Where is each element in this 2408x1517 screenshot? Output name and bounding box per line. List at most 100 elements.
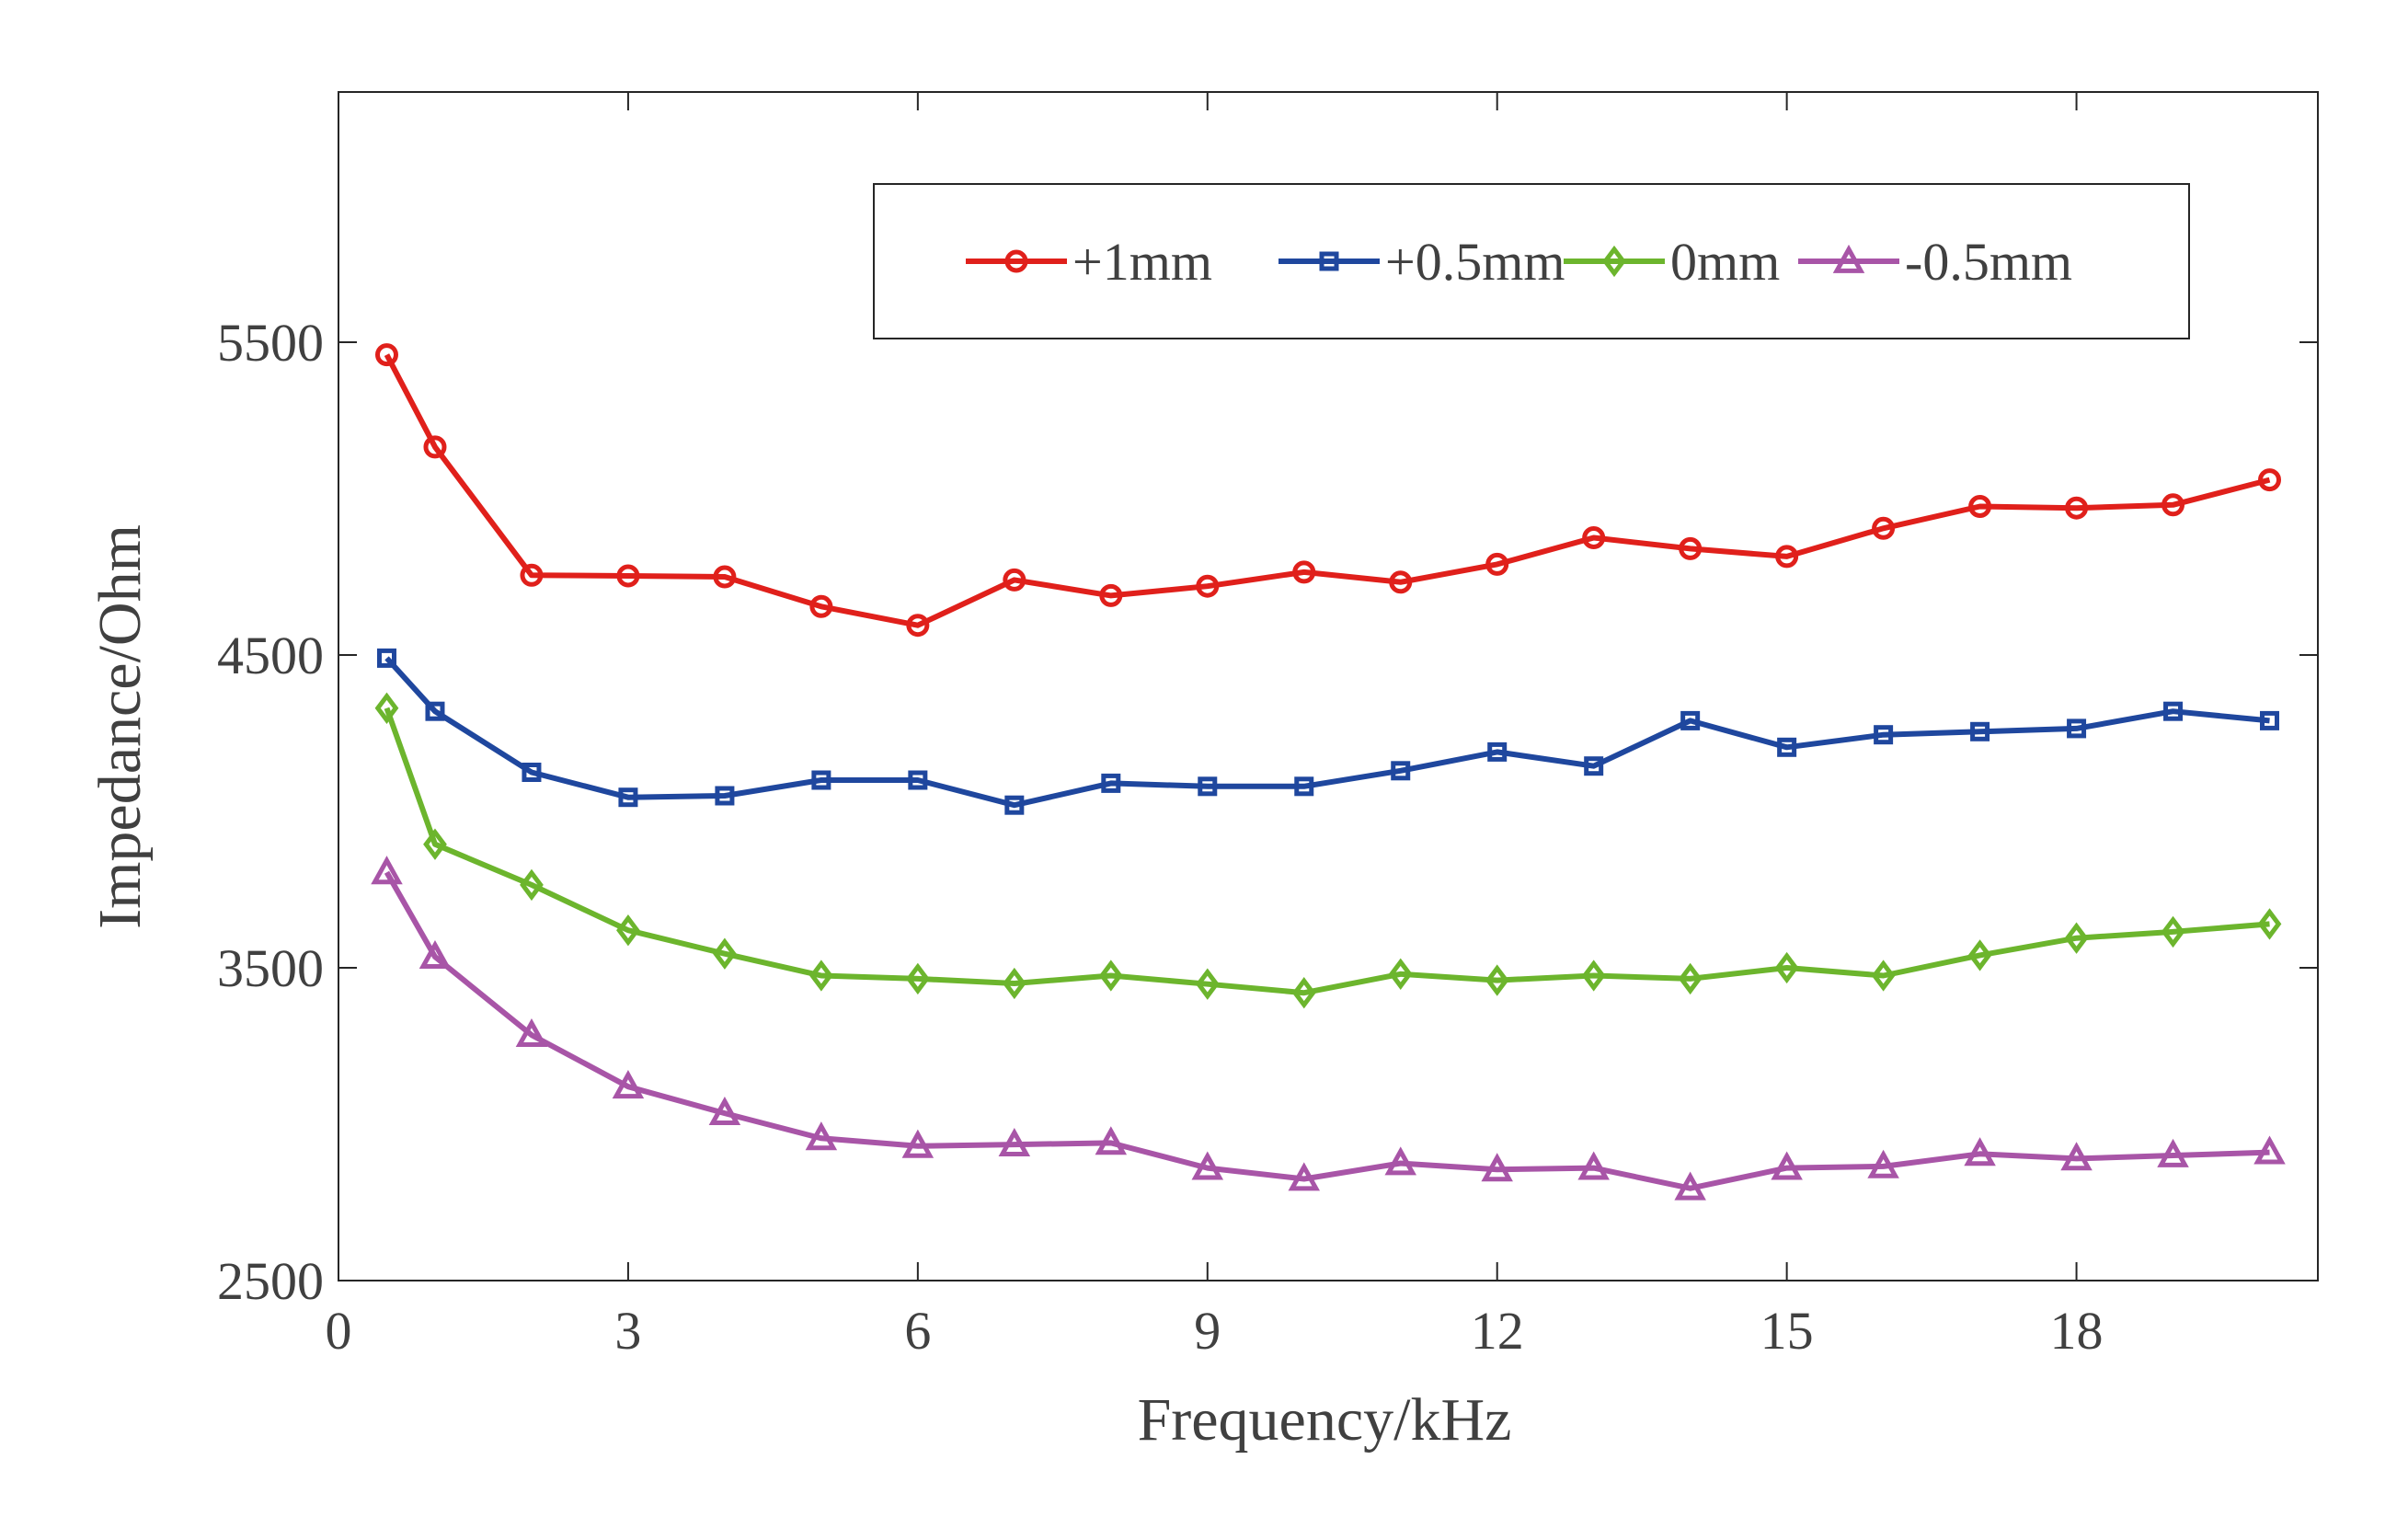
data-point	[1582, 526, 1606, 549]
data-point	[423, 435, 447, 459]
data-point	[1002, 967, 1026, 1000]
data-point	[713, 565, 737, 589]
data-point	[715, 786, 735, 806]
data-point	[2064, 922, 2089, 954]
data-point	[1871, 960, 1896, 992]
legend-marker	[1602, 245, 1626, 278]
data-point	[1292, 560, 1316, 584]
data-point	[1485, 964, 1509, 996]
series-line	[384, 656, 2270, 809]
legend-marker	[1832, 244, 1865, 273]
data-point	[419, 939, 452, 969]
data-point	[1485, 552, 1509, 576]
axis-ticks: 0 3 6 9 12 15 18 2500 3500 4500 5500	[217, 92, 2318, 1361]
data-point	[809, 594, 833, 618]
data-point	[1291, 977, 1316, 1009]
data-point	[1191, 1151, 1224, 1180]
data-point	[616, 914, 640, 947]
y-tick-label: 4500	[217, 626, 324, 685]
data-point	[1771, 1151, 1803, 1180]
data-point	[2161, 915, 2185, 948]
x-tick-label: 0	[326, 1301, 352, 1361]
data-point	[522, 763, 542, 782]
data-point	[1391, 761, 1411, 781]
data-point	[2067, 718, 2087, 739]
series-line	[384, 353, 2271, 628]
data-point	[1874, 725, 1894, 745]
data-point	[616, 564, 640, 588]
data-point	[809, 960, 833, 992]
legend: +1mm +0.5mm 0mm -0.5mm	[873, 183, 2190, 339]
data-point	[2161, 493, 2185, 517]
data-point	[425, 701, 445, 721]
data-point	[374, 692, 399, 724]
x-tick-label: 15	[1760, 1301, 1814, 1361]
data-point	[1964, 1137, 1996, 1166]
data-point	[2258, 468, 2282, 492]
data-point	[1004, 795, 1025, 815]
data-point	[1384, 1146, 1416, 1176]
legend-label: +1mm	[1072, 232, 1212, 292]
data-point	[1775, 545, 1799, 569]
series-2	[374, 692, 2282, 1009]
data-point	[901, 1129, 935, 1158]
series-1	[376, 648, 2280, 815]
legend-entry: 0mm	[1564, 232, 1780, 292]
data-point	[1487, 741, 1508, 762]
series-layer	[371, 343, 2286, 1201]
series-3	[371, 856, 2286, 1201]
x-axis-title: Frequency/kHz	[1138, 1386, 1512, 1454]
plot-area-border	[338, 91, 2319, 1281]
data-point	[1195, 968, 1220, 1000]
data-point	[1095, 1126, 1128, 1155]
data-point	[1777, 737, 1797, 757]
data-point	[1003, 568, 1026, 592]
legend-box	[873, 183, 2190, 339]
legend-marker	[1319, 251, 1339, 271]
y-tick-label: 3500	[217, 938, 324, 998]
y-tick-label: 5500	[217, 313, 324, 373]
data-point	[612, 1070, 645, 1099]
data-point	[1577, 1151, 1610, 1180]
legend-marker	[1004, 249, 1028, 273]
data-point	[1288, 1162, 1321, 1191]
data-point	[906, 614, 930, 638]
data-point	[520, 868, 544, 902]
data-point	[376, 648, 396, 668]
data-point	[708, 1096, 741, 1125]
series-line	[384, 870, 2270, 1191]
data-point	[1389, 570, 1413, 594]
data-point	[1674, 1171, 1706, 1201]
data-point	[374, 343, 398, 367]
data-point	[905, 962, 930, 995]
data-point	[2060, 1142, 2093, 1171]
legend-label: -0.5mm	[1905, 232, 2072, 292]
data-point	[1099, 583, 1123, 607]
data-point	[1774, 951, 1799, 984]
legend-entry: +1mm	[966, 232, 1212, 292]
data-point	[2065, 496, 2089, 520]
data-point	[2253, 1135, 2286, 1165]
y-axis-title: Impedance/Ohm	[86, 524, 154, 929]
plot-frame	[338, 91, 2319, 1281]
data-point	[2260, 710, 2280, 730]
data-point	[1680, 710, 1701, 730]
data-point	[1481, 1153, 1513, 1182]
x-tick-label: 6	[904, 1301, 931, 1361]
data-point	[1388, 958, 1413, 990]
data-point	[1584, 756, 1604, 776]
data-point	[908, 770, 928, 790]
legend-label: +0.5mm	[1385, 232, 1565, 292]
legend-entry: +0.5mm	[1279, 232, 1565, 292]
data-point	[1294, 776, 1314, 797]
series-0	[374, 343, 2282, 638]
x-tick-label: 12	[1471, 1301, 1524, 1361]
data-point	[1198, 776, 1218, 797]
data-point	[2163, 701, 2184, 721]
data-point	[618, 787, 638, 808]
data-point	[515, 1017, 548, 1047]
data-point	[811, 770, 831, 790]
data-point	[1970, 721, 1990, 741]
data-point	[1967, 939, 1992, 971]
